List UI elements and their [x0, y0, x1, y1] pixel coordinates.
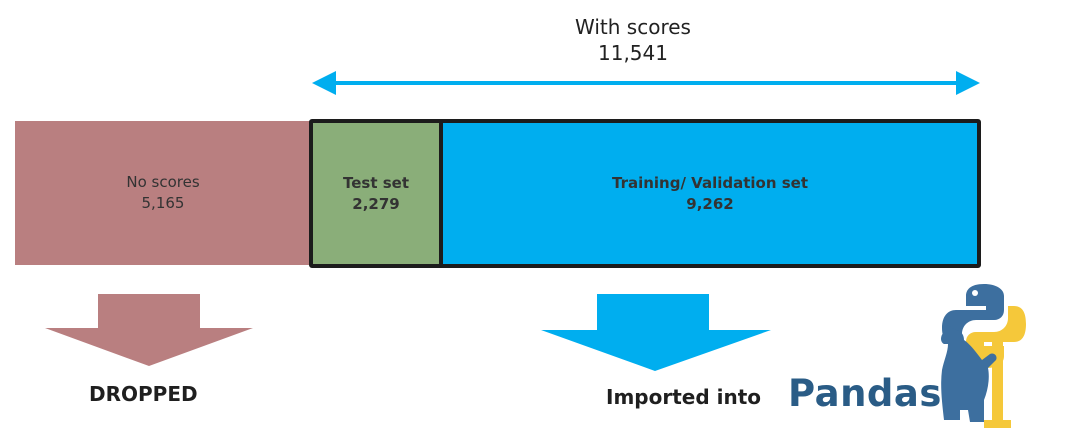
segment-no-scores: No scores 5,165 — [15, 121, 311, 265]
scored-count: 11,541 — [598, 41, 668, 65]
scored-title: With scores — [575, 15, 691, 39]
segment-train-count: 9,262 — [686, 194, 734, 213]
span-double-arrow-icon — [312, 71, 980, 95]
segment-training-validation-set: Training/ Validation set 9,262 — [443, 123, 977, 264]
imported-down-arrow-icon — [541, 294, 771, 371]
dropped-label: DROPPED — [89, 382, 198, 406]
segment-test-label: Test set — [342, 173, 409, 192]
segment-no-scores-label: No scores — [126, 173, 200, 191]
imported-into-label: Imported into — [606, 385, 761, 409]
segment-test-count: 2,279 — [352, 194, 400, 213]
scored-total-label: With scores 11,541 — [483, 14, 783, 66]
segment-train-label: Training/ Validation set — [611, 173, 809, 192]
python-pandas-logo-icon — [941, 284, 1026, 428]
segment-no-scores-count: 5,165 — [141, 194, 185, 212]
pandas-wordmark: Pandas — [788, 372, 942, 415]
scored-records-bar: Test set 2,279 Training/ Validation set … — [309, 119, 981, 268]
segment-test-set: Test set 2,279 — [313, 123, 443, 264]
dropped-down-arrow-icon — [45, 294, 253, 366]
